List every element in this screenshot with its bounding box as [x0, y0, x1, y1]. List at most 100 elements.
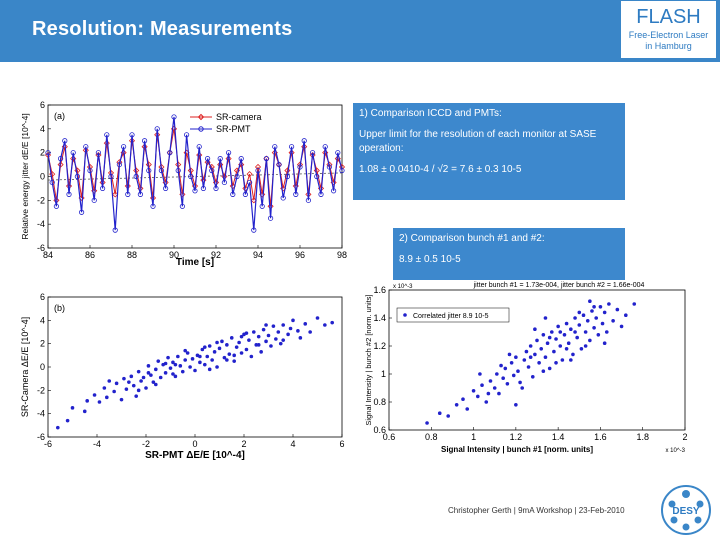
chart-c-point — [598, 305, 603, 309]
chart-c-ytick-label: 1.2 — [373, 341, 386, 351]
chart-b-point — [323, 323, 327, 327]
chart-b-point — [149, 373, 153, 377]
chart-b-point — [205, 354, 210, 359]
chart-b-xtick-label: 0 — [192, 439, 197, 449]
chart-c-point — [552, 349, 556, 354]
chart-c-xtick-label: 1.6 — [594, 432, 607, 442]
chart-b-point — [227, 352, 232, 356]
chart-a-point — [238, 156, 244, 162]
chart-b-point — [114, 381, 119, 386]
chart-c-point — [562, 333, 567, 337]
chart-a-point — [204, 159, 211, 166]
chart-c-point — [577, 310, 582, 315]
chart-a-point — [284, 173, 290, 180]
chart-c-point — [573, 330, 577, 334]
chart-c-xlabel: Signal Intensity | bunch #1 [norm. units… — [441, 445, 593, 454]
chart-b-point — [198, 354, 202, 359]
chart-b-point — [131, 383, 136, 388]
chart-a-point — [246, 171, 253, 178]
chart-a-point — [188, 173, 194, 180]
chart-b-point — [237, 340, 241, 345]
header-bar: Resolution: Measurements FLASH Free-Elec… — [0, 0, 720, 62]
chart-b-point — [232, 359, 236, 363]
chart-b-point — [298, 336, 303, 340]
chart-c-point — [564, 321, 569, 326]
chart-b-point — [185, 351, 190, 355]
chart-a-ytick-label: -4 — [37, 219, 45, 229]
chart-a-point — [247, 179, 253, 186]
chart-a-point — [200, 185, 206, 192]
chart-b-xtick-label: -2 — [142, 439, 150, 449]
chart-b-point — [119, 397, 124, 402]
chart-a-point — [125, 191, 131, 197]
chart-c-point — [509, 361, 514, 365]
chart-b-point — [271, 324, 276, 328]
chart-c-point — [632, 302, 637, 306]
chart-a-xlabel: Time [s] — [176, 257, 214, 268]
chart-c-point — [545, 341, 550, 345]
chart-a-point — [112, 227, 118, 233]
chart-a-point — [242, 191, 248, 197]
chart-c-point — [558, 344, 563, 348]
chart-c-point — [547, 335, 552, 340]
chart-c-point — [554, 361, 558, 365]
chart-a-point — [129, 132, 135, 138]
chart-b-panel-label: (b) — [54, 303, 65, 313]
chart-b-point — [288, 326, 293, 331]
chart-c-point — [615, 307, 620, 312]
box1-formula: 1.08 ± 0.0410-4 / √2 = 7.6 ± 0.3 10-5 — [359, 164, 522, 175]
chart-c-point — [539, 347, 544, 351]
chart-a-point — [221, 179, 227, 186]
chart-c-point — [569, 327, 573, 331]
chart-b-point — [163, 371, 168, 375]
chart-c-point — [590, 309, 594, 313]
chart-c-point — [577, 323, 582, 327]
chart-b-point — [207, 344, 212, 348]
chart-c-ytick-label: 1.4 — [373, 313, 386, 323]
chart-a-point — [335, 150, 341, 156]
chart-b-ytick-label: -2 — [37, 385, 45, 395]
chart-b-point — [296, 329, 300, 333]
chart-a-point — [121, 144, 127, 150]
chart-a-point — [268, 215, 274, 221]
chart-a-point — [133, 173, 139, 180]
chart-a-point — [280, 195, 286, 201]
chart-a-xtick-label: 94 — [253, 250, 263, 260]
chart-a-point — [87, 167, 93, 174]
chart-b-point — [193, 368, 197, 373]
chart-c-point — [585, 319, 590, 323]
chart-b-point — [249, 354, 254, 359]
chart-b-point — [264, 339, 268, 344]
chart-c-ytick-label: 1.6 — [373, 285, 386, 295]
chart-a-point — [142, 138, 148, 144]
chart-a-point — [104, 132, 110, 138]
chart-a-xtick-label: 98 — [337, 250, 347, 260]
chart-a-point — [45, 150, 51, 156]
chart-c-xtick-label: 2 — [682, 432, 687, 442]
chart-c-point — [556, 324, 560, 329]
chart-a-point — [95, 150, 102, 156]
chart-c-point — [516, 369, 520, 373]
chart-b-point — [136, 388, 141, 393]
chart-b-point — [200, 347, 205, 352]
chart-c-point — [592, 305, 596, 309]
chart-c-point — [484, 400, 489, 404]
chart-a-point — [272, 144, 278, 150]
chart-b-point — [215, 365, 219, 369]
chart-c-x-multiplier: x 10^-3 — [666, 448, 686, 454]
chart-c-point — [505, 382, 510, 386]
chart-a-point — [314, 173, 320, 180]
chart-b-ytick-label: -4 — [37, 409, 45, 419]
chart-c-point — [543, 355, 548, 359]
chart-a-point — [108, 173, 114, 180]
chart-c-point — [550, 330, 554, 334]
chart-b-point — [207, 367, 212, 372]
chart-a-point — [103, 140, 110, 147]
chart-b-point — [266, 333, 271, 338]
chart-b-point — [229, 336, 234, 340]
chart-c-point — [541, 333, 546, 337]
chart-a-point — [339, 167, 345, 174]
chart-a-point — [230, 191, 236, 197]
chart-c-xtick-label: 1.2 — [510, 432, 523, 442]
chart-c-point — [486, 391, 491, 396]
